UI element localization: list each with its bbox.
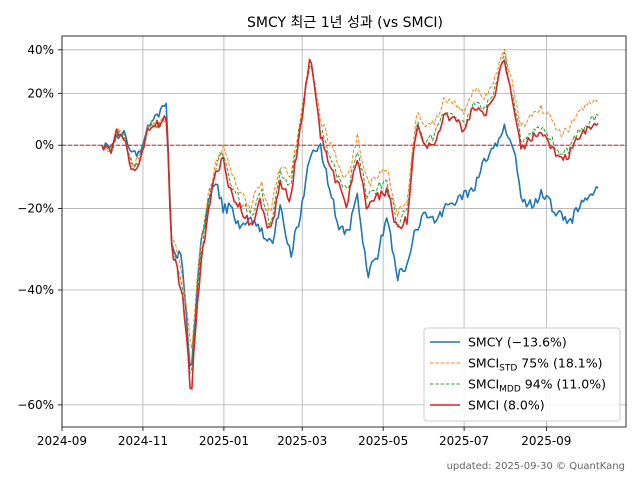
y-tick-label: 20% [27, 87, 54, 101]
series-line-3 [101, 58, 599, 390]
y-tick-label: 0% [35, 138, 54, 152]
x-tick-label: 2024-11 [118, 434, 168, 448]
series-line-1 [101, 48, 599, 350]
x-tick-label: 2024-09 [37, 434, 87, 448]
y-tick-label: −60% [17, 398, 54, 412]
legend-box [423, 327, 621, 422]
x-axis: 2024-09 2024-11 2025-01 2025-03 2025-05 2025-… [37, 427, 571, 448]
y-tick-label: 40% [27, 43, 54, 57]
legend-label-2: SMCIMDD 94% (11.0%) [468, 377, 606, 395]
x-tick-label: 2025-07 [439, 434, 489, 448]
series-line-2 [101, 51, 599, 374]
legend-label-0: SMCY (−13.6%) [468, 335, 567, 350]
x-tick-label: 2025-03 [277, 434, 327, 448]
footer-text: updated: 2025-09-30 © QuantKang [447, 461, 625, 472]
y-axis: −60% −40% −20% 0% 20% 40% [17, 43, 62, 412]
series-group [101, 48, 599, 390]
x-tick-label: 2025-09 [521, 434, 571, 448]
y-tick-label: −20% [17, 201, 54, 215]
legend-label-3: SMCI (8.0%) [468, 398, 545, 413]
plot-frame [61, 35, 627, 428]
legend-label-1: SMCISTD 75% (18.1%) [468, 356, 602, 374]
chart-title: SMCY 최근 1년 성과 (vs SMCI) [247, 15, 443, 31]
x-tick-label: 2025-01 [199, 434, 249, 448]
y-tick-label: −40% [17, 283, 54, 297]
x-tick-label: 2025-05 [358, 434, 408, 448]
series-line-0 [101, 102, 599, 367]
legend: SMCY (−13.6%) SMCISTD 75% (18.1%) SMCIMDD … [423, 327, 621, 422]
